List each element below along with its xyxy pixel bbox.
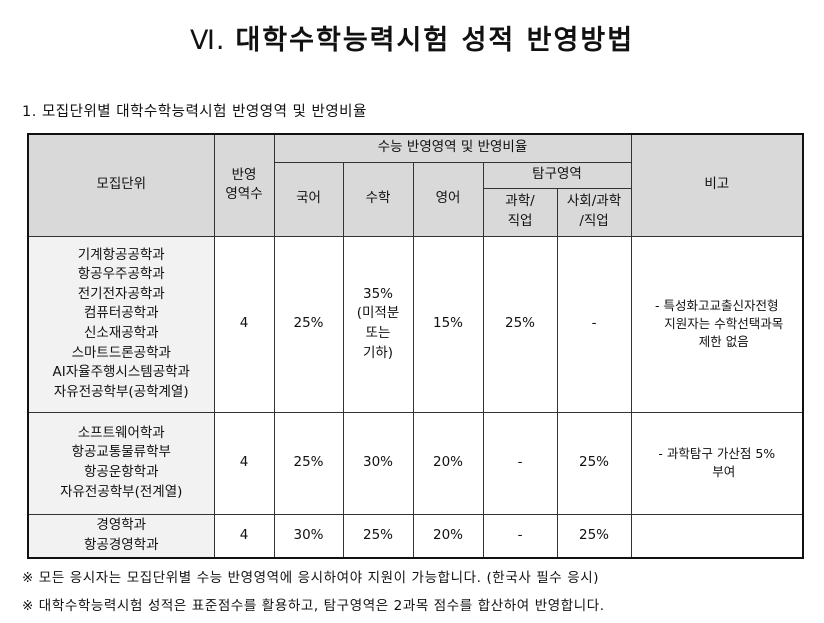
english-cell: 20% [412, 513, 484, 559]
footnote: ※ 대학수학능력시험 성적은 표준점수를 활용하고, 탐구영역은 2과목 점수를… [22, 598, 605, 614]
count-cell: 4 [213, 513, 275, 559]
header-math: 수학 [342, 161, 414, 237]
footnotes: ※ 모든 응시자는 모집단위별 수능 반영영역에 응시하여야 지원이 가능합니다… [22, 566, 605, 622]
korean-cell: 30% [273, 513, 344, 559]
english-cell: 15% [412, 235, 484, 413]
korean-cell: 25% [273, 235, 344, 413]
subsection-heading: 1. 모집단위별 대학수학능력시험 반영영역 및 반영비율 [22, 104, 367, 120]
count-cell: 4 [213, 411, 275, 515]
unit-name: 자유전공학부(전계열) [60, 483, 183, 500]
remark-cell: - 과학탐구 가산점 5% 부여 [630, 411, 804, 515]
science-cell: - [482, 411, 558, 515]
science-cell: - [482, 513, 558, 559]
social-cell: 25% [556, 411, 632, 515]
csat-ratio-table: 모집단위 반영 영역수 수능 반영영역 및 반영비율 비고 국어 수학 영어 탐… [27, 133, 805, 559]
unit-name: 전기전자공학과 [77, 285, 165, 302]
header-social: 사회/과학 /직업 [556, 187, 632, 237]
table-row: 소프트웨어학과 항공교통물류학부 항공운항학과 자유전공학부(전계열) 4 25% 30% 2… [27, 411, 804, 515]
unit-name: 경영학과 [96, 517, 147, 534]
korean-cell: 25% [273, 411, 344, 515]
remark-line: 제한 없음 [698, 334, 749, 350]
social-cell: - [556, 235, 632, 413]
unit-name: 소프트웨어학과 [77, 424, 165, 441]
header-korean: 국어 [273, 161, 344, 237]
header-count: 반영 영역수 [213, 133, 275, 237]
header-ratio-group: 수능 반영영역 및 반영비율 [273, 133, 632, 163]
unit-name: 항공경영학과 [83, 536, 159, 553]
unit-name: 자유전공학부(공학계열) [53, 383, 189, 400]
header-unit: 모집단위 [27, 133, 215, 237]
header-science: 과학/ 직업 [482, 187, 558, 237]
unit-name: 기계항공공학과 [77, 246, 165, 263]
table-row: 경영학과 항공경영학과 4 30% 25% 20% -25% [27, 513, 804, 559]
math-cell: 30% [342, 411, 414, 515]
remark-line: 지원자는 수학선택과목 [664, 315, 784, 331]
unit-name: 스마트드론공학과 [71, 344, 171, 361]
footnote: ※ 모든 응시자는 모집단위별 수능 반영영역에 응시하여야 지원이 가능합니다… [22, 570, 600, 586]
math-line: 기하) [362, 344, 394, 361]
header-remark: 비고 [630, 133, 804, 237]
section-title: 대학수학능력시험 성적 반영방법 [235, 25, 635, 56]
section-number: Ⅵ. [189, 25, 226, 56]
remark-line: 부여 [712, 464, 736, 479]
header-inquiry: 탐구영역 [482, 161, 632, 189]
unit-name: 항공우주공학과 [77, 266, 165, 283]
unit-name: AI자율주행시스템공학과 [52, 364, 190, 381]
math-line: 25% [362, 526, 393, 543]
unit-name: 컴퓨터공학과 [83, 305, 159, 322]
remark-cell [630, 513, 804, 559]
math-line: 35% [362, 285, 393, 302]
unit-name: 항공운항학과 [83, 464, 159, 480]
header-english: 영어 [412, 161, 484, 237]
math-line: 또는 [365, 325, 391, 341]
english-cell: 20% [412, 411, 484, 515]
social-cell: 25% [556, 513, 632, 559]
unit-name: 항공교통물류학부 [71, 444, 171, 461]
math-cell: 25% [342, 513, 414, 559]
page-title: Ⅵ. 대학수학능력시험 성적 반영방법 [0, 18, 824, 57]
unit-name: 신소재공학과 [83, 325, 159, 341]
remark-line: - 과학탐구 가산점 5% [658, 445, 776, 461]
remark-line: - 특성화고교출신자전형 [655, 297, 779, 313]
math-line: 30% [362, 454, 393, 471]
count-cell: 4 [213, 235, 275, 413]
math-line: (미적분 [356, 305, 400, 322]
science-cell: 25% [482, 235, 558, 413]
